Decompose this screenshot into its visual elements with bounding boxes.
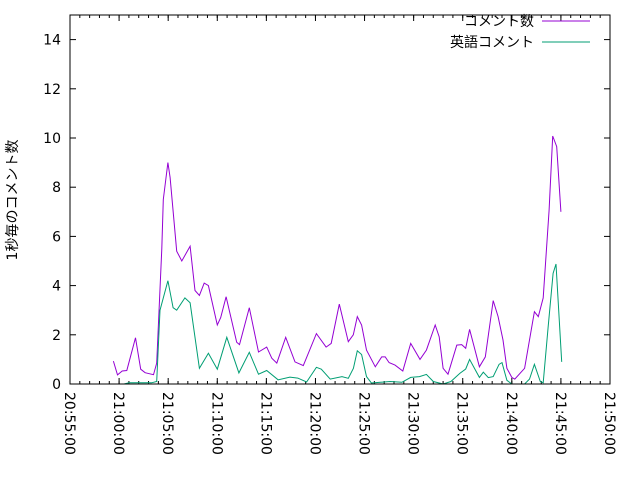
y-tick-label: 6 bbox=[52, 229, 61, 245]
x-tick-label: 21:05:00 bbox=[159, 392, 175, 455]
y-tick-label: 8 bbox=[52, 180, 61, 196]
series-line bbox=[124, 264, 562, 384]
series-group bbox=[113, 136, 561, 384]
plot-border bbox=[70, 15, 610, 384]
x-tick-label: 21:35:00 bbox=[454, 392, 470, 455]
x-tick-label: 21:30:00 bbox=[405, 392, 421, 455]
x-tick-label: 21:20:00 bbox=[306, 392, 322, 455]
x-tick-label: 20:55:00 bbox=[61, 392, 77, 455]
y-tick-label: 4 bbox=[52, 279, 61, 295]
y-axis-label: 1秒毎のコメント数 bbox=[5, 140, 21, 261]
series-1 bbox=[124, 264, 562, 384]
x-tick-label: 21:00:00 bbox=[110, 392, 126, 455]
y-tick-label: 0 bbox=[52, 377, 61, 393]
x-tick-label: 21:15:00 bbox=[257, 392, 273, 455]
x-tick-label: 21:40:00 bbox=[503, 392, 519, 455]
y-tick-label: 14 bbox=[43, 33, 61, 49]
x-tick-label: 21:10:00 bbox=[208, 392, 224, 455]
series-line bbox=[113, 136, 561, 379]
y-tick-label: 10 bbox=[43, 131, 61, 147]
legend-label: コメント数 bbox=[464, 14, 534, 30]
y-tick-label: 12 bbox=[43, 82, 61, 98]
legend-label: 英語コメント bbox=[450, 34, 534, 51]
x-tick-label: 21:50:00 bbox=[601, 392, 617, 455]
x-tick-label: 21:45:00 bbox=[552, 392, 568, 455]
y-tick-label: 2 bbox=[52, 328, 61, 344]
x-tick-label: 21:25:00 bbox=[356, 392, 372, 455]
series-0 bbox=[113, 136, 561, 379]
axis-ticks: 0 2 4 6 8 10 12 14 20:55:00 21:00:00 21:05:00 21:10… bbox=[43, 15, 617, 455]
